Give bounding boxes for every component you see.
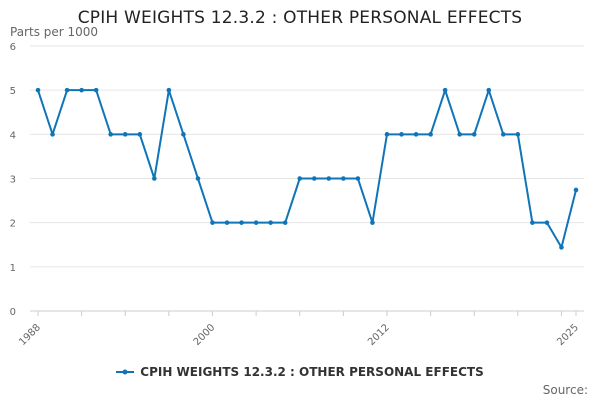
data-point-2019[interactable] xyxy=(486,87,492,93)
y-tick-label: 5 xyxy=(10,86,16,97)
data-point-1990[interactable] xyxy=(64,87,70,93)
data-point-2007[interactable] xyxy=(311,176,317,181)
data-point-2021[interactable] xyxy=(515,132,521,137)
data-point-2004[interactable] xyxy=(268,220,273,225)
data-point-1995[interactable] xyxy=(137,132,143,137)
data-point-2008[interactable] xyxy=(326,176,332,181)
y-tick-label: 4 xyxy=(10,130,16,141)
legend[interactable]: CPIH WEIGHTS 12.3.2 : OTHER PERSONAL EFF… xyxy=(0,365,600,380)
data-point-2024[interactable] xyxy=(559,245,564,250)
data-point-2013[interactable] xyxy=(399,132,404,137)
data-point-2018[interactable] xyxy=(471,132,477,137)
data-point-1996[interactable] xyxy=(152,176,157,181)
data-point-2016[interactable] xyxy=(442,87,448,93)
data-point-2023[interactable] xyxy=(544,220,550,225)
x-tick-label: 2012 xyxy=(366,322,392,348)
data-point-1999[interactable] xyxy=(195,176,201,181)
y-tick-label: 1 xyxy=(10,263,16,274)
y-tick-label: 2 xyxy=(10,219,16,230)
x-tick-label: 1988 xyxy=(17,322,43,348)
y-tick-label: 0 xyxy=(10,307,16,318)
chart-title: CPIH WEIGHTS 12.3.2 : OTHER PERSONAL EFF… xyxy=(77,8,523,28)
data-point-1994[interactable] xyxy=(122,132,128,137)
data-point-2017[interactable] xyxy=(457,132,462,137)
data-point-2011[interactable] xyxy=(370,220,375,225)
source-label[interactable]: Source: xyxy=(542,383,588,397)
x-axis: 1988 2000 2012 2025 xyxy=(17,310,584,348)
data-point-1992[interactable] xyxy=(93,87,99,93)
x-tick-label: 2025 xyxy=(555,322,581,348)
data-point-2014[interactable] xyxy=(413,132,419,137)
legend-line-icon xyxy=(116,369,135,375)
data-point-2025[interactable] xyxy=(573,187,579,193)
data-point-2000[interactable] xyxy=(210,220,215,225)
data-point-2020[interactable] xyxy=(500,132,506,137)
y-axis-label: Parts per 1000 xyxy=(10,25,99,39)
x-tick-label: 2000 xyxy=(192,322,218,348)
data-point-1991[interactable] xyxy=(79,87,84,93)
series-group xyxy=(35,87,579,250)
data-point-1993[interactable] xyxy=(108,132,114,137)
data-point-2003[interactable] xyxy=(253,220,259,225)
data-point-1988[interactable] xyxy=(35,87,41,93)
series-line[interactable] xyxy=(37,89,577,249)
data-point-2015[interactable] xyxy=(428,132,433,137)
data-point-2010[interactable] xyxy=(355,176,361,181)
y-axis-ticks: 0 1 2 3 4 5 6 xyxy=(10,42,16,318)
data-point-2022[interactable] xyxy=(530,220,535,225)
legend-item[interactable]: CPIH WEIGHTS 12.3.2 : OTHER PERSONAL EFF… xyxy=(116,365,484,379)
data-point-2006[interactable] xyxy=(297,176,303,181)
data-point-1998[interactable] xyxy=(181,132,186,137)
data-point-2012[interactable] xyxy=(384,132,390,137)
data-point-1997[interactable] xyxy=(166,87,172,93)
data-point-2005[interactable] xyxy=(282,220,288,225)
data-point-2009[interactable] xyxy=(341,176,346,181)
y-tick-label: 3 xyxy=(10,175,16,186)
data-point-1989[interactable] xyxy=(50,132,55,137)
data-point-2002[interactable] xyxy=(239,220,244,225)
data-point-2001[interactable] xyxy=(224,220,230,225)
y-tick-label: 6 xyxy=(10,42,16,53)
legend-label: CPIH WEIGHTS 12.3.2 : OTHER PERSONAL EFF… xyxy=(140,365,484,379)
